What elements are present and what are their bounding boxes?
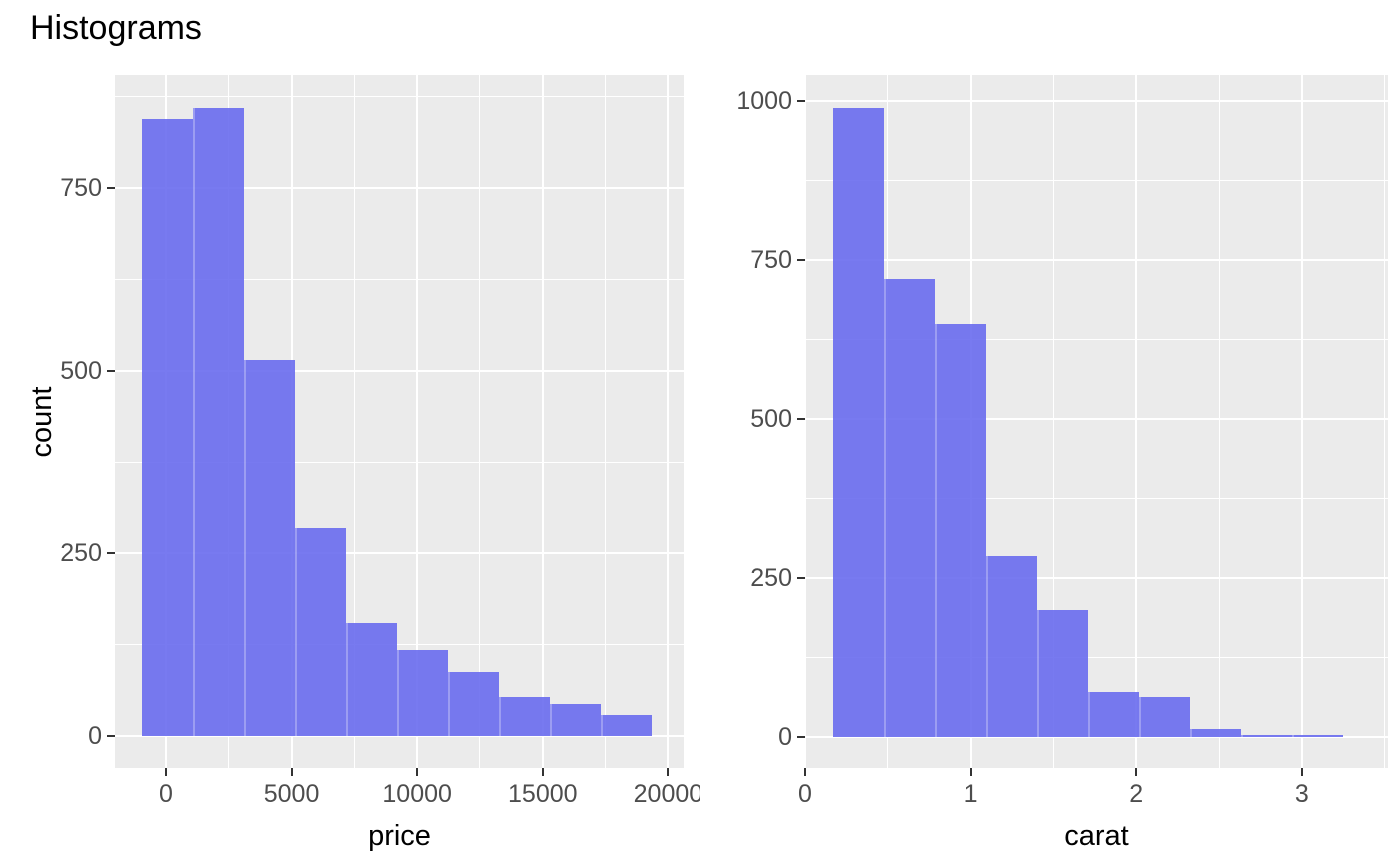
y-tick-label: 500 (60, 356, 102, 385)
histogram-bar (1292, 735, 1344, 737)
gridline-minor-horizontal (115, 278, 684, 280)
gridline-minor-vertical (353, 75, 355, 768)
gridline-major-vertical (1300, 75, 1303, 768)
x-tick-label: 3 (1294, 780, 1309, 808)
histogram-bar (1190, 728, 1242, 737)
histogram-bar (1241, 735, 1293, 737)
y-axis-tick-mark (797, 259, 805, 262)
gridline-minor-vertical (479, 75, 481, 768)
gridline-minor-vertical (1384, 75, 1386, 768)
x-tick-label: 0 (158, 780, 173, 808)
y-tick-label: 750 (60, 174, 102, 203)
gridline-minor-horizontal (805, 339, 1388, 341)
y-tick-label: 0 (778, 722, 792, 751)
x-tick-label: 15000 (508, 780, 578, 808)
x-axis-tick-mark (804, 768, 806, 776)
histogram-bar (142, 118, 194, 736)
gridline-minor-vertical (1052, 75, 1054, 768)
histogram-bar (448, 672, 500, 736)
y-axis-tick-mark (797, 576, 805, 579)
y-tick-label: 750 (750, 246, 792, 275)
gridline-major-horizontal (115, 369, 684, 372)
gridline-minor-horizontal (115, 96, 684, 98)
histogram-bar (833, 107, 885, 737)
gridline-major-horizontal (805, 100, 1388, 103)
x-axis-tick-mark (1300, 768, 1303, 776)
y-axis-tick-mark (107, 734, 115, 737)
histogram-bar (244, 359, 296, 736)
gridline-major-horizontal (805, 735, 1388, 738)
histogram-bar (550, 703, 602, 736)
gridline-minor-horizontal (805, 656, 1388, 658)
gridline-minor-vertical (1218, 75, 1220, 768)
x-tick-label: 1 (963, 780, 978, 808)
x-axis-tick-mark (290, 768, 293, 776)
x-tick-label: 0 (798, 780, 812, 808)
y-tick-label: 500 (750, 404, 792, 433)
gridline-major-vertical (416, 75, 419, 768)
y-axis-tick-mark (107, 552, 115, 555)
price-histogram-plot: price count 0 5000 10000 15000 20000 0 250 500 7… (26, 75, 700, 852)
gridline-major-vertical (1135, 75, 1138, 768)
gridline-major-vertical (541, 75, 544, 768)
x-axis-tick-mark (541, 768, 544, 776)
x-tick-label: 10000 (382, 780, 452, 808)
histogram-bar (986, 555, 1038, 737)
gridline-minor-horizontal (115, 461, 684, 463)
x-axis-tick-mark (969, 768, 972, 776)
histogram-bar (935, 323, 987, 737)
histogram-bar (1088, 692, 1140, 737)
histogram-bar (1139, 696, 1191, 737)
gridline-major-horizontal (805, 576, 1388, 579)
x-axis-title-carat: carat (1064, 820, 1129, 852)
gridline-minor-horizontal (805, 497, 1388, 499)
gridline-major-vertical (667, 75, 670, 768)
histogram-bar (397, 649, 449, 736)
gridline-minor-horizontal (115, 644, 684, 646)
gridline-major-horizontal (805, 259, 1388, 262)
gridline-minor-vertical (605, 75, 607, 768)
x-axis-tick-mark (164, 768, 167, 776)
gridline-minor-horizontal (805, 180, 1388, 182)
gridline-major-vertical (804, 75, 806, 768)
y-axis-tick-mark (797, 100, 805, 103)
y-tick-label: 1000 (736, 87, 792, 116)
x-axis-title-price: price (368, 820, 431, 852)
x-axis-tick-mark (416, 768, 419, 776)
gridline-major-horizontal (115, 552, 684, 555)
y-tick-label: 250 (750, 563, 792, 592)
x-axis-tick-mark (1135, 768, 1138, 776)
histogram-bar (1037, 609, 1089, 737)
x-tick-label: 2 (1129, 780, 1144, 808)
y-tick-label: 250 (60, 539, 102, 568)
gridline-major-horizontal (115, 734, 684, 737)
y-axis-tick-mark (107, 369, 115, 372)
y-axis-tick-mark (797, 417, 805, 420)
histogram-bar (346, 622, 398, 736)
histogram-bar (601, 715, 653, 736)
y-tick-label: 0 (88, 721, 102, 750)
x-tick-label: 20000 (633, 780, 700, 808)
plot-title: Histograms (30, 9, 202, 47)
histogram-bar (193, 107, 245, 736)
x-axis-tick-mark (667, 768, 670, 776)
gridline-major-horizontal (805, 417, 1388, 420)
histogram-bar (499, 697, 551, 736)
x-tick-label: 5000 (263, 780, 320, 808)
y-axis-title-count-left: count (26, 386, 58, 457)
y-axis-tick-mark (797, 735, 805, 738)
y-axis-tick-mark (107, 187, 115, 190)
gridline-major-horizontal (115, 187, 684, 190)
histogram-bar (295, 527, 347, 736)
histogram-bar (884, 279, 936, 737)
